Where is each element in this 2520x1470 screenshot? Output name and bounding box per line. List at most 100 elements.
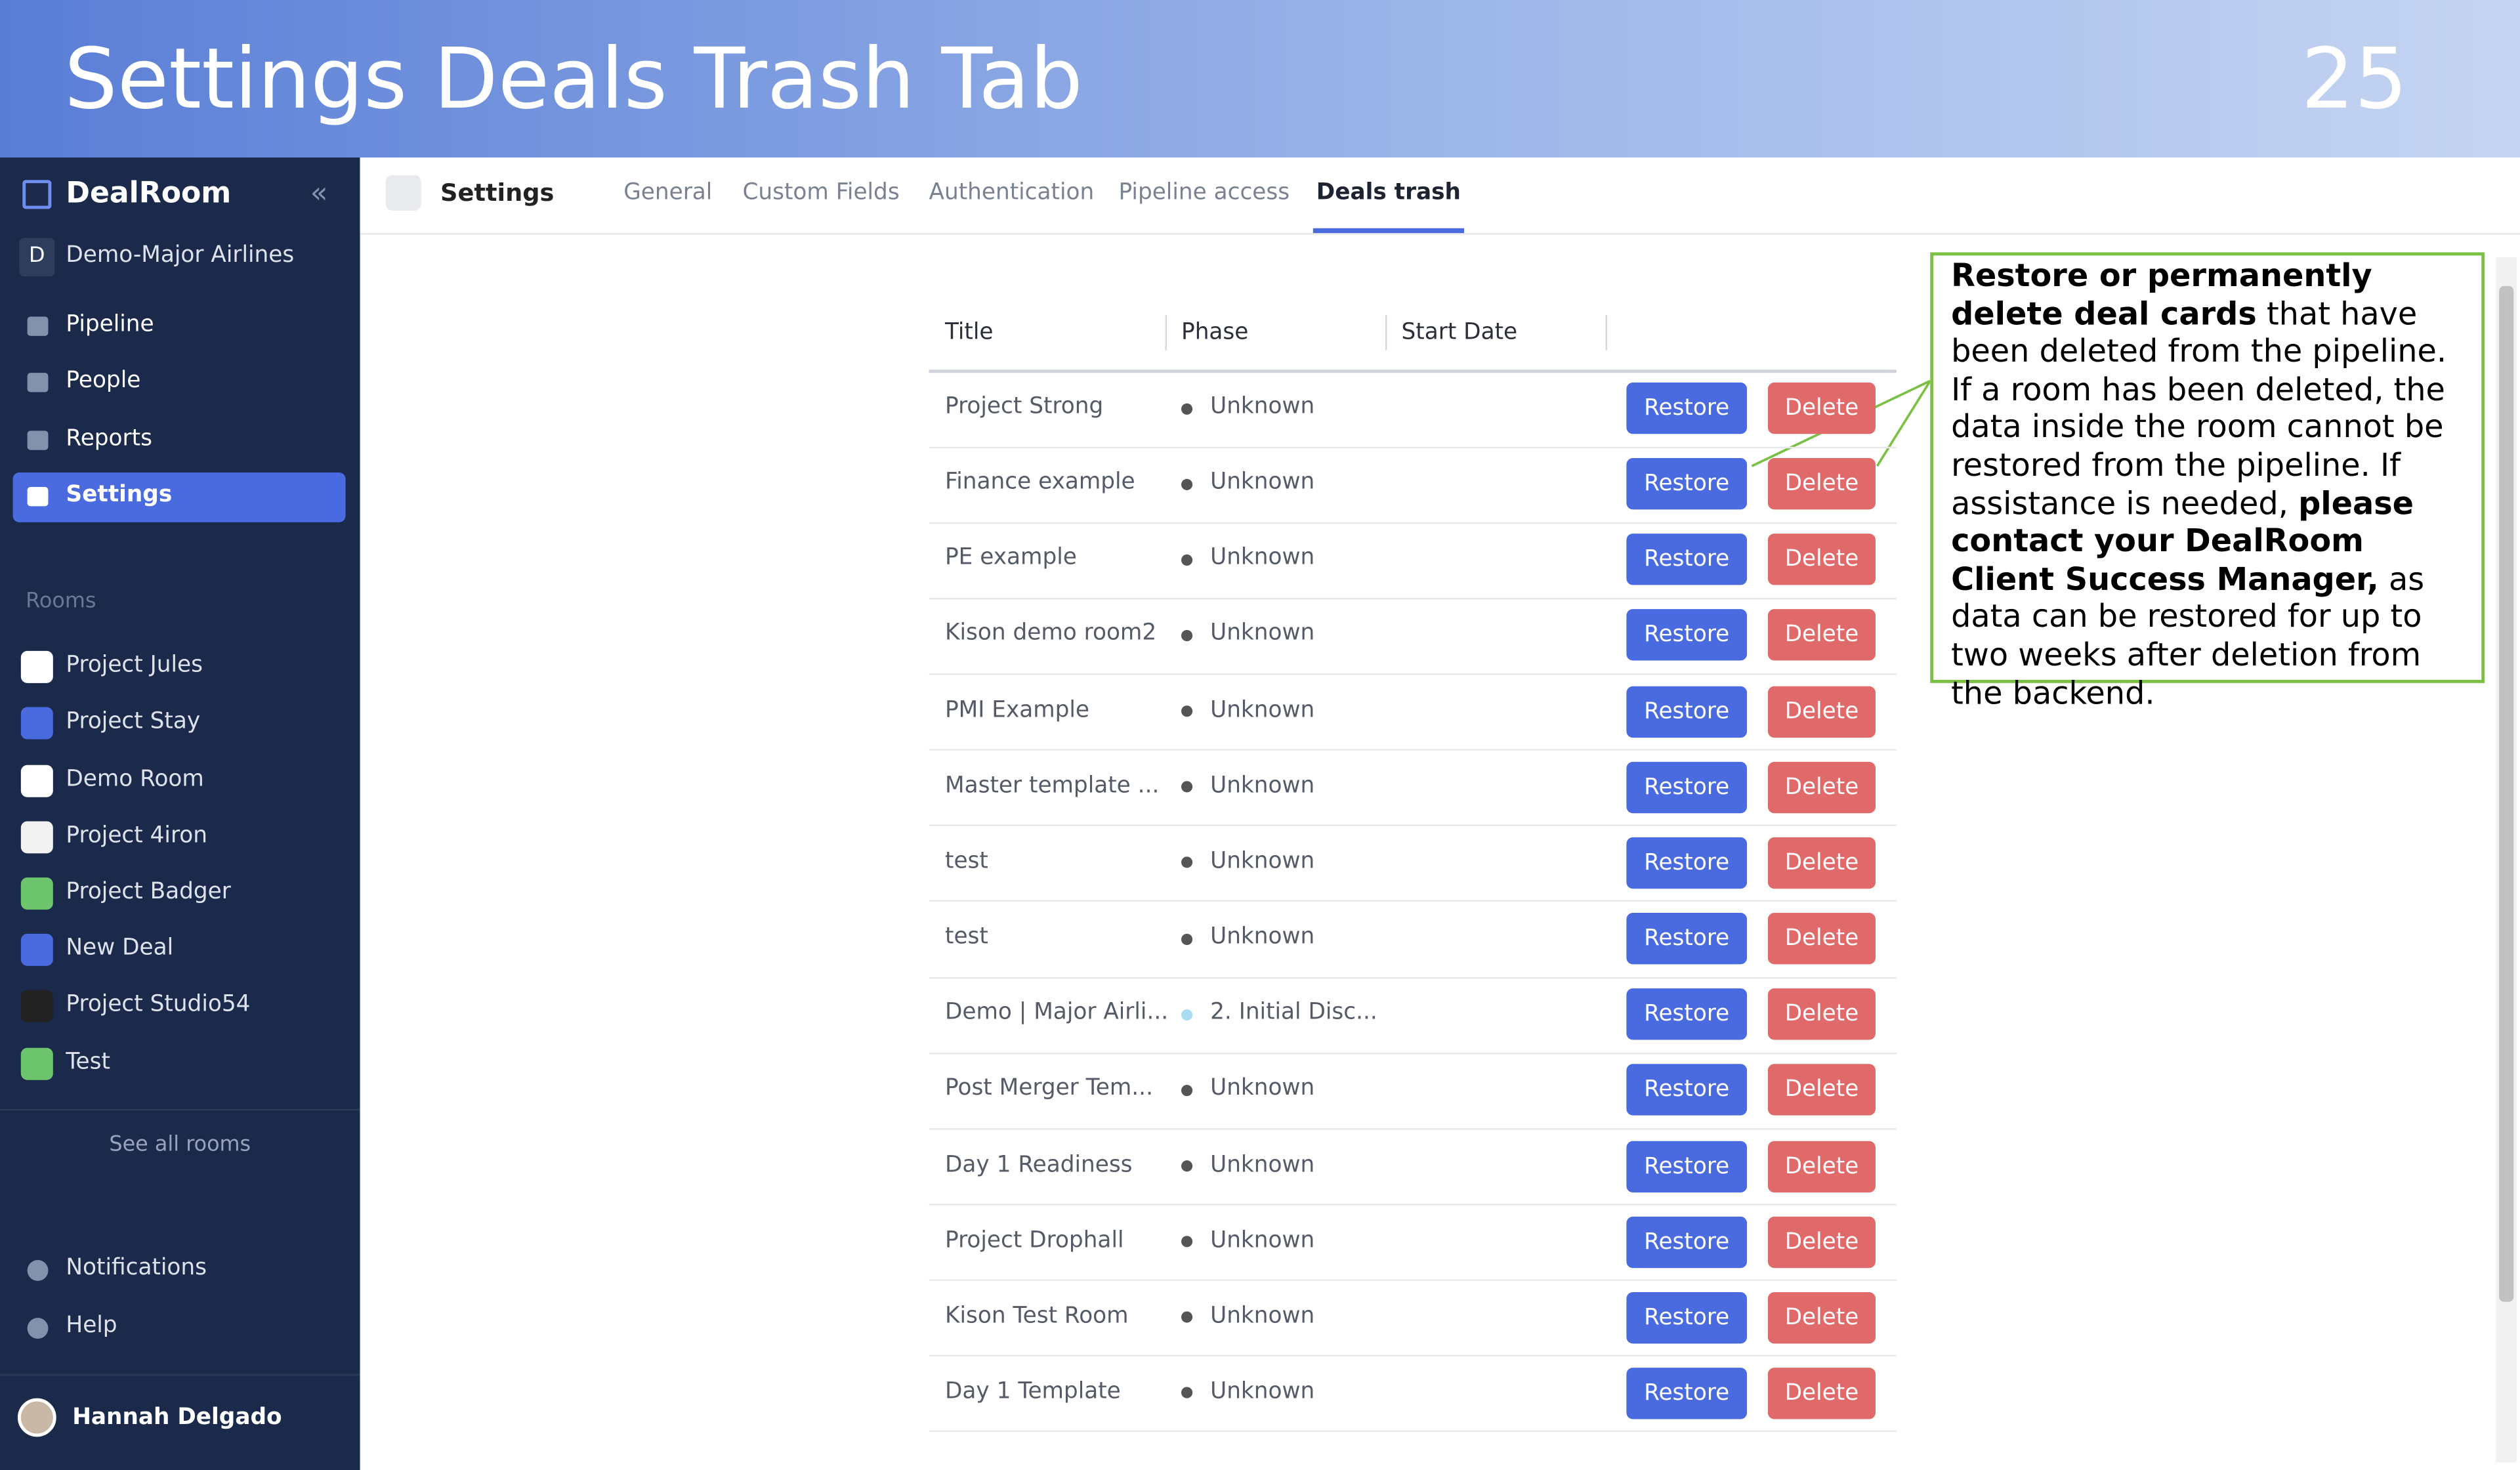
row-title: Finance example [945,469,1135,495]
delete-button[interactable]: Delete [1767,1292,1876,1343]
room-item[interactable]: Project Badger [66,879,231,905]
row-rule [929,1204,1897,1206]
row-title: Day 1 Template [945,1379,1121,1405]
row-phase: Unknown [1210,1379,1315,1405]
room-icon [20,1047,53,1080]
bottom-item[interactable]: Notifications [66,1255,207,1281]
phase-dot [1181,1084,1193,1096]
restore-button[interactable]: Restore [1626,458,1748,510]
tab[interactable]: Custom Fields [742,180,900,206]
delete-button[interactable]: Delete [1767,1367,1876,1419]
phase-dot [1181,554,1193,566]
row-rule [929,1279,1897,1282]
room-icon [20,933,53,966]
restore-button[interactable]: Restore [1626,1064,1748,1116]
sidebar [0,158,360,1470]
nav-item[interactable]: Pipeline [66,312,154,338]
room-icon [20,765,53,797]
delete-button[interactable]: Delete [1767,685,1876,738]
room-item[interactable]: New Deal [66,935,174,961]
nav-icon [27,487,49,507]
row-rule [929,900,1897,902]
row-title: Kison demo room2 [945,621,1157,647]
tab[interactable]: Authentication [929,180,1095,206]
restore-button[interactable]: Restore [1626,1140,1748,1192]
delete-button[interactable]: Delete [1767,1216,1876,1268]
restore-button[interactable]: Restore [1626,1292,1748,1343]
restore-button[interactable]: Restore [1626,610,1748,662]
tab[interactable]: Deals trash [1316,180,1461,206]
restore-button[interactable]: Restore [1626,913,1748,965]
header-rule [929,369,1897,372]
row-title: Day 1 Readiness [945,1151,1133,1177]
row-title: Kison Test Room [945,1303,1129,1329]
delete-button[interactable]: Delete [1767,913,1876,965]
row-rule [929,1355,1897,1357]
room-icon [20,650,53,683]
delete-button[interactable]: Delete [1767,458,1876,510]
row-phase: Unknown [1210,1303,1315,1329]
column-header: Start Date [1401,320,1518,346]
row-rule [929,976,1897,978]
phase-dot [1181,1387,1193,1399]
delete-button[interactable]: Delete [1767,1140,1876,1192]
slide-header [0,0,2520,158]
room-item[interactable]: Project Stay [66,709,201,735]
restore-button[interactable]: Restore [1626,382,1748,434]
room-item[interactable]: Demo Room [66,766,204,793]
delete-button[interactable]: Delete [1767,837,1876,889]
room-icon [20,707,53,740]
nav-icon [27,316,49,336]
row-phase: Unknown [1210,394,1315,420]
nav-item[interactable]: People [66,368,141,394]
restore-button[interactable]: Restore [1626,761,1748,813]
restore-button[interactable]: Restore [1626,534,1748,586]
row-rule [929,522,1897,524]
room-item[interactable]: Project 4iron [66,822,208,849]
row-rule [929,1127,1897,1130]
phase-dot [1181,781,1193,793]
room-icon [20,877,53,910]
slide-title: Settings Deals Trash Tab [64,32,1083,129]
room-item[interactable]: Test [66,1049,110,1076]
column-header: Title [945,320,994,346]
restore-button[interactable]: Restore [1626,1367,1748,1419]
page-number: 25 [2301,32,2408,129]
restore-button[interactable]: Restore [1626,685,1748,738]
restore-button[interactable]: Restore [1626,988,1748,1040]
collapse: « [310,177,328,211]
phase-dot [1181,1236,1193,1248]
delete-button[interactable]: Delete [1767,534,1876,586]
callout-text: please contact your DealRoom Client Succ… [1951,484,2414,598]
user-name[interactable]: Hannah Delgado [72,1404,282,1431]
delete-button[interactable]: Delete [1767,761,1876,813]
row-title: PE example [945,545,1077,572]
delete-button[interactable]: Delete [1767,610,1876,662]
row-rule [929,824,1897,827]
bottom-item[interactable]: Help [66,1312,117,1339]
nav-item[interactable]: Reports [66,425,152,452]
nav-icon [27,373,49,392]
row-phase: Unknown [1210,621,1315,647]
room-item[interactable]: Project Jules [66,652,203,679]
phase-dot [1181,629,1193,641]
restore-button[interactable]: Restore [1626,837,1748,889]
brand-icon [22,180,52,209]
row-phase: Unknown [1210,924,1315,950]
top-bar [360,158,2520,235]
nav-item[interactable]: Settings [66,482,173,508]
restore-button[interactable]: Restore [1626,1216,1748,1268]
delete-button[interactable]: Delete [1767,988,1876,1040]
room-icon [20,821,53,854]
row-title: test [945,924,988,950]
tab[interactable]: Pipeline access [1118,180,1290,206]
room-item[interactable]: Project Studio54 [66,992,251,1018]
see-all-rooms[interactable]: See all rooms [109,1133,251,1158]
column-header: Phase [1181,320,1249,346]
delete-button[interactable]: Delete [1767,1064,1876,1116]
delete-button[interactable]: Delete [1767,382,1876,434]
tab[interactable]: General [623,180,713,206]
row-rule [929,749,1897,751]
avatar [17,1398,56,1437]
